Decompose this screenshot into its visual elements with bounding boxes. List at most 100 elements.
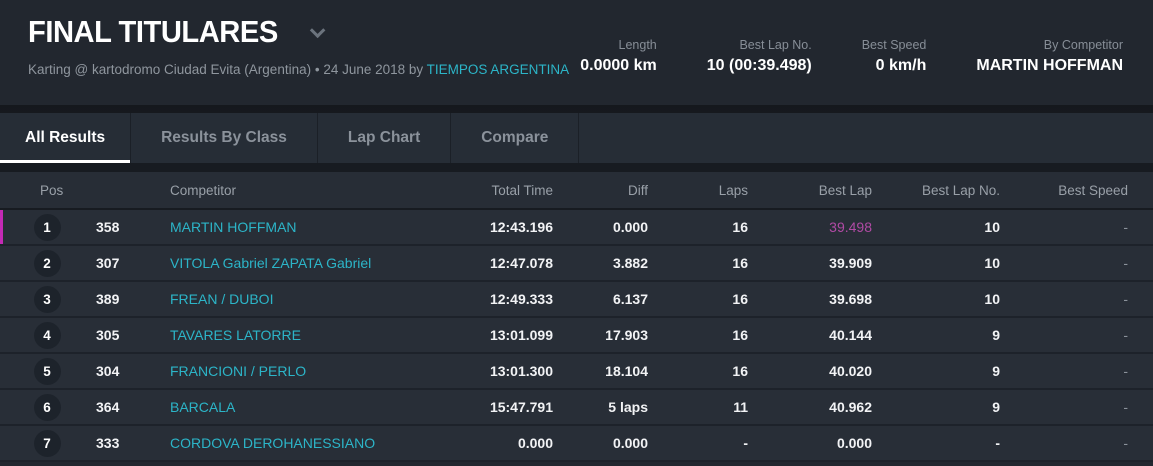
total-time-cell: 0.000 xyxy=(517,435,553,451)
competitor-link[interactable]: BARCALA xyxy=(170,399,236,415)
tab-results-by-class[interactable]: Results By Class xyxy=(131,113,318,163)
best-lap-cell: 39.698 xyxy=(829,291,872,307)
best-speed-cell: - xyxy=(1123,435,1128,451)
diff-cell: 17.903 xyxy=(605,327,648,343)
best-lap-no-cell: 9 xyxy=(992,327,1000,343)
competitor-cell: CORDOVA DEROHANESSIANO xyxy=(170,435,438,451)
pos-cell: 5 xyxy=(0,357,80,385)
competitor-link[interactable]: FREAN / DUBOI xyxy=(170,291,274,307)
competitor-link[interactable]: MARTIN HOFFMAN xyxy=(170,219,297,235)
diff-cell: 6.137 xyxy=(612,291,648,307)
col-header-best-speed: Best Speed xyxy=(1058,182,1128,198)
stat-by-competitor: By Competitor MARTIN HOFFMAN xyxy=(976,38,1123,75)
laps-cell: 16 xyxy=(732,255,748,271)
tab-all-results[interactable]: All Results xyxy=(0,113,132,163)
table-row[interactable]: 1 358 MARTIN HOFFMAN 12:43.196 0.000 16 39.498… xyxy=(0,210,1153,246)
diff-cell: 0.000 xyxy=(612,435,648,451)
kart-number: 304 xyxy=(96,363,120,379)
table-row[interactable]: 2 307 VITOLA Gabriel ZAPATA Gabriel 12:47.0… xyxy=(0,246,1153,282)
competitor-cell: FREAN / DUBOI xyxy=(170,291,438,307)
stat-label: Length xyxy=(618,38,657,52)
pos-cell: 7 xyxy=(0,429,80,457)
table-row[interactable]: 4 305 TAVARES LATORRE 13:01.099 17.903 16 40.1… xyxy=(0,318,1153,354)
col-header-total-time: Total Time xyxy=(491,182,553,198)
stat-label: Best Speed xyxy=(861,38,927,52)
diff-cell: 5 laps xyxy=(608,399,648,415)
pos-cell: 6 xyxy=(0,393,80,421)
page-header: FINAL TITULARES Karting @ kartodromo Ciu… xyxy=(0,0,1153,105)
table-row[interactable]: 6 364 BARCALA 15:47.791 5 laps 11 40.962 9 - xyxy=(0,390,1153,426)
competitor-link[interactable]: CORDOVA DEROHANESSIANO xyxy=(170,435,376,451)
best-speed-cell: - xyxy=(1123,291,1128,307)
total-time-cell: 13:01.099 xyxy=(489,327,553,343)
col-header-diff: Diff xyxy=(627,182,648,198)
best-speed-cell: - xyxy=(1123,219,1128,235)
stat-length: Length 0.0000 km xyxy=(580,38,657,75)
table-row[interactable]: 5 304 FRANCIONI / PERLO 13:01.300 18.104 16 40… xyxy=(0,354,1153,390)
competitor-link[interactable]: TAVARES LATORRE xyxy=(170,327,301,343)
competitor-cell: FRANCIONI / PERLO xyxy=(170,363,438,379)
col-header-best-lap: Best Lap xyxy=(818,182,872,198)
tabs-band: All Results Results By Class Lap Chart C… xyxy=(0,105,1153,172)
best-lap-no-cell: - xyxy=(995,435,1000,451)
laps-cell: 16 xyxy=(732,363,748,379)
competitor-cell: VITOLA Gabriel ZAPATA Gabriel xyxy=(170,255,438,271)
pos-badge: 5 xyxy=(33,357,61,385)
stat-label: By Competitor xyxy=(1043,38,1123,52)
tabs-gap xyxy=(0,163,1153,172)
pos-cell: 4 xyxy=(0,321,80,349)
competitor-cell: BARCALA xyxy=(170,399,438,415)
kart-number: 364 xyxy=(96,399,120,415)
pos-badge: 2 xyxy=(33,249,61,277)
event-subtitle: Karting @ kartodromo Ciudad Evita (Argen… xyxy=(28,60,569,79)
pos-badge: 3 xyxy=(33,285,61,313)
pos-badge: 7 xyxy=(33,429,61,457)
laps-cell: - xyxy=(743,435,748,451)
competitor-link[interactable]: VITOLA Gabriel ZAPATA Gabriel xyxy=(170,255,372,271)
header-stats: Length 0.0000 km Best Lap No. 10 (00:39.… xyxy=(580,14,1125,95)
competitor-cell: MARTIN HOFFMAN xyxy=(170,219,438,235)
header-title-block: FINAL TITULARES Karting @ kartodromo Ciu… xyxy=(28,14,569,95)
organizer-link[interactable]: TIEMPOS ARGENTINA xyxy=(426,62,570,77)
col-header-best-lap-no: Best Lap No. xyxy=(921,182,1000,198)
competitor-cell: TAVARES LATORRE xyxy=(170,327,438,343)
table-row[interactable]: 7 333 CORDOVA DEROHANESSIANO 0.000 0.000 - 0.0… xyxy=(0,426,1153,462)
col-header-pos: Pos xyxy=(40,182,64,198)
best-lap-no-cell: 10 xyxy=(984,255,1000,271)
total-time-cell: 12:43.196 xyxy=(489,219,553,235)
total-time-cell: 15:47.791 xyxy=(489,399,553,415)
tab-compare[interactable]: Compare xyxy=(451,113,580,163)
kart-number: 307 xyxy=(96,255,120,271)
col-header-competitor: Competitor xyxy=(170,182,237,198)
pos-badge: 4 xyxy=(33,321,61,349)
best-lap-cell: 39.909 xyxy=(829,255,872,271)
best-lap-cell: 39.498 xyxy=(829,219,872,235)
stat-best-lap-no: Best Lap No. 10 (00:39.498) xyxy=(707,38,812,75)
kart-number: 389 xyxy=(96,291,120,307)
pos-badge: 6 xyxy=(33,393,61,421)
tab-lap-chart[interactable]: Lap Chart xyxy=(318,113,452,163)
best-lap-no-cell: 9 xyxy=(992,363,1000,379)
results-table: Pos Competitor Total Time Diff Laps Best… xyxy=(0,172,1153,462)
best-lap-no-cell: 9 xyxy=(992,399,1000,415)
best-speed-cell: - xyxy=(1123,399,1128,415)
stat-label: Best Lap No. xyxy=(739,38,812,52)
tab-bar: All Results Results By Class Lap Chart C… xyxy=(0,113,1153,163)
best-lap-cell: 40.962 xyxy=(829,399,872,415)
best-speed-cell: - xyxy=(1123,327,1128,343)
table-row[interactable]: 3 389 FREAN / DUBOI 12:49.333 6.137 16 39.698 1… xyxy=(0,282,1153,318)
stat-value: 10 (00:39.498) xyxy=(706,57,812,74)
chevron-down-icon[interactable] xyxy=(309,22,326,38)
laps-cell: 16 xyxy=(732,327,748,343)
best-speed-cell: - xyxy=(1123,255,1128,271)
diff-cell: 0.000 xyxy=(612,219,648,235)
event-details-text: Karting @ kartodromo Ciudad Evita (Argen… xyxy=(28,62,427,77)
laps-cell: 11 xyxy=(733,399,748,415)
competitor-link[interactable]: FRANCIONI / PERLO xyxy=(170,363,307,379)
best-lap-no-cell: 10 xyxy=(984,219,1000,235)
total-time-cell: 12:49.333 xyxy=(489,291,553,307)
diff-cell: 3.882 xyxy=(612,255,648,271)
kart-number: 305 xyxy=(96,327,120,343)
page-title: FINAL TITULARES xyxy=(28,14,278,49)
best-lap-cell: 40.144 xyxy=(829,327,872,343)
